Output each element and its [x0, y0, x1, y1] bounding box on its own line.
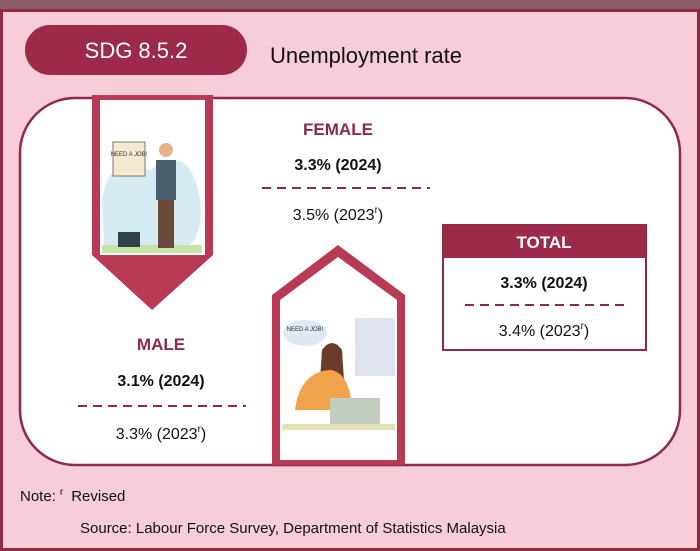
- total-previous: 3.4% (2023r): [499, 321, 590, 340]
- source: Source: Labour Force Survey, Department …: [80, 520, 506, 537]
- laptop: [330, 398, 380, 424]
- female-sign: NEED A JOB!: [287, 327, 324, 333]
- head: [159, 143, 173, 157]
- briefcase: [118, 232, 140, 247]
- female-previous: 3.5% (2023r): [293, 205, 384, 224]
- infographic: SDG 8.5.2 Unemployment rate NEED A JOB! …: [0, 0, 700, 551]
- speech-bubble: [283, 320, 327, 346]
- sdg-code: SDG 8.5.2: [85, 38, 188, 63]
- header-title: Unemployment rate: [270, 43, 462, 68]
- desk: [282, 424, 395, 430]
- value: 3.3% (2023: [116, 426, 198, 443]
- male-previous: 3.3% (2023r): [116, 424, 207, 443]
- top-strip: [0, 0, 700, 9]
- sign-board: [113, 142, 145, 176]
- close: ): [378, 207, 383, 224]
- legs: [158, 200, 174, 248]
- grass: [102, 245, 202, 253]
- male-sign: NEED A JOB!: [111, 152, 148, 158]
- note-label: Note:: [20, 488, 56, 505]
- female-label: FEMALE: [303, 120, 373, 139]
- male-current: 3.1% (2024): [117, 373, 204, 390]
- calendar: [355, 318, 395, 376]
- total-label: TOTAL: [516, 233, 571, 252]
- male-label: MALE: [137, 335, 185, 354]
- close: ): [201, 426, 206, 443]
- body: [156, 160, 176, 200]
- value: 3.5% (2023: [293, 207, 375, 224]
- note-text: Revised: [71, 488, 125, 505]
- close: ): [584, 323, 589, 340]
- female-current: 3.3% (2024): [294, 157, 381, 174]
- total-current: 3.3% (2024): [500, 275, 587, 292]
- value: 3.4% (2023: [499, 323, 581, 340]
